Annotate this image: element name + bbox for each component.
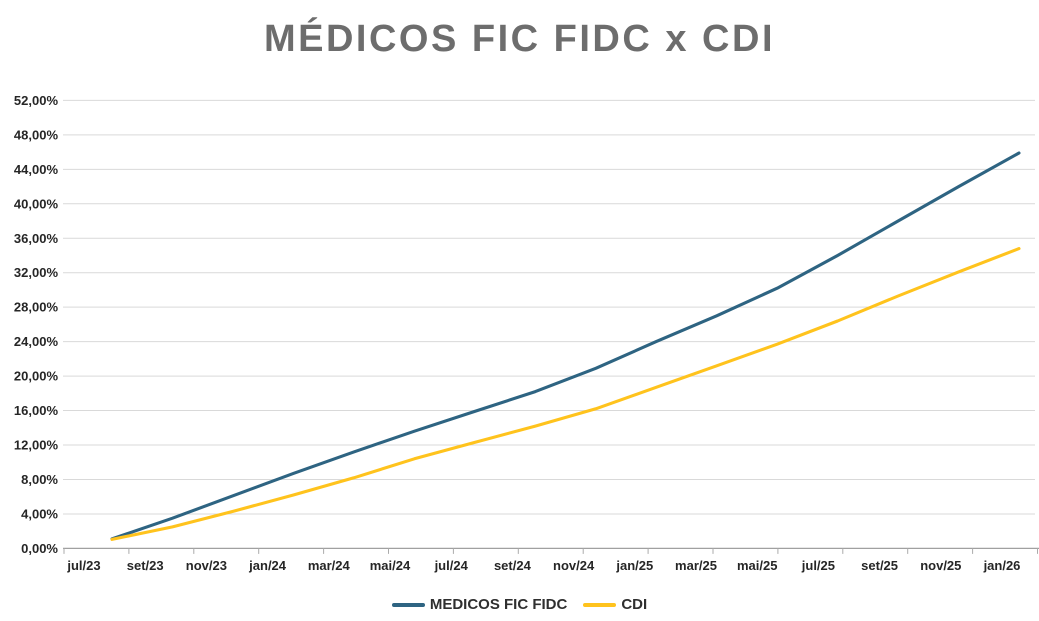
x-axis-tick-label: mai/24 bbox=[370, 558, 411, 573]
x-axis-tick-label: nov/23 bbox=[186, 558, 227, 573]
x-axis-tick-label: jul/25 bbox=[801, 558, 835, 573]
y-axis-tick-label: 48,00% bbox=[14, 127, 59, 142]
y-axis-tick-label: 20,00% bbox=[14, 369, 59, 384]
y-axis-tick-label: 52,00% bbox=[14, 93, 59, 108]
legend-label-cdi: CDI bbox=[621, 596, 648, 613]
cdi-line-swatch-icon bbox=[583, 602, 617, 607]
y-axis-tick-label: 16,00% bbox=[14, 403, 59, 418]
y-axis-tick-label: 36,00% bbox=[14, 231, 59, 246]
x-axis-tick-label: mar/24 bbox=[308, 558, 351, 573]
x-axis-tick-label: jan/24 bbox=[248, 558, 287, 573]
x-axis-tick-label: jul/24 bbox=[434, 558, 469, 573]
legend: MEDICOS FIC FIDC CDI bbox=[0, 596, 1039, 613]
y-axis-tick-label: 24,00% bbox=[14, 334, 59, 349]
y-axis-tick-label: 44,00% bbox=[14, 162, 59, 177]
y-axis-tick-label: 8,00% bbox=[21, 472, 58, 487]
x-axis-tick-label: mar/25 bbox=[675, 558, 717, 573]
x-axis-tick-label: jan/25 bbox=[615, 558, 653, 573]
y-axis-tick-label: 32,00% bbox=[14, 265, 59, 280]
y-axis-tick-label: 40,00% bbox=[14, 196, 59, 211]
x-axis-tick-label: jul/23 bbox=[66, 558, 100, 573]
legend-label-medicos: MEDICOS FIC FIDC bbox=[429, 596, 568, 613]
x-axis-tick-label: nov/24 bbox=[553, 558, 595, 573]
series-line-cdi bbox=[110, 247, 1021, 541]
medicos-line-swatch-icon bbox=[391, 602, 425, 607]
x-axis-tick-label: set/23 bbox=[127, 558, 164, 573]
x-axis-tick-label: jan/26 bbox=[983, 558, 1021, 573]
y-axis-tick-label: 4,00% bbox=[21, 506, 58, 521]
x-axis-tick-label: set/25 bbox=[861, 558, 898, 573]
legend-item-medicos: MEDICOS FIC FIDC bbox=[391, 596, 568, 613]
y-axis-tick-label: 12,00% bbox=[14, 438, 59, 453]
chart-title: MÉDICOS FIC FIDC x CDI bbox=[263, 18, 776, 60]
x-axis-tick-label: set/24 bbox=[494, 558, 532, 573]
y-axis-tick-label: 0,00% bbox=[21, 541, 58, 556]
x-axis-tick-label: nov/25 bbox=[920, 558, 961, 573]
series-line-medicos-fic-fidc bbox=[110, 151, 1021, 541]
y-axis-tick-label: 28,00% bbox=[14, 300, 59, 315]
legend-item-cdi: CDI bbox=[583, 596, 647, 613]
x-axis-tick-label: mai/25 bbox=[737, 558, 777, 573]
